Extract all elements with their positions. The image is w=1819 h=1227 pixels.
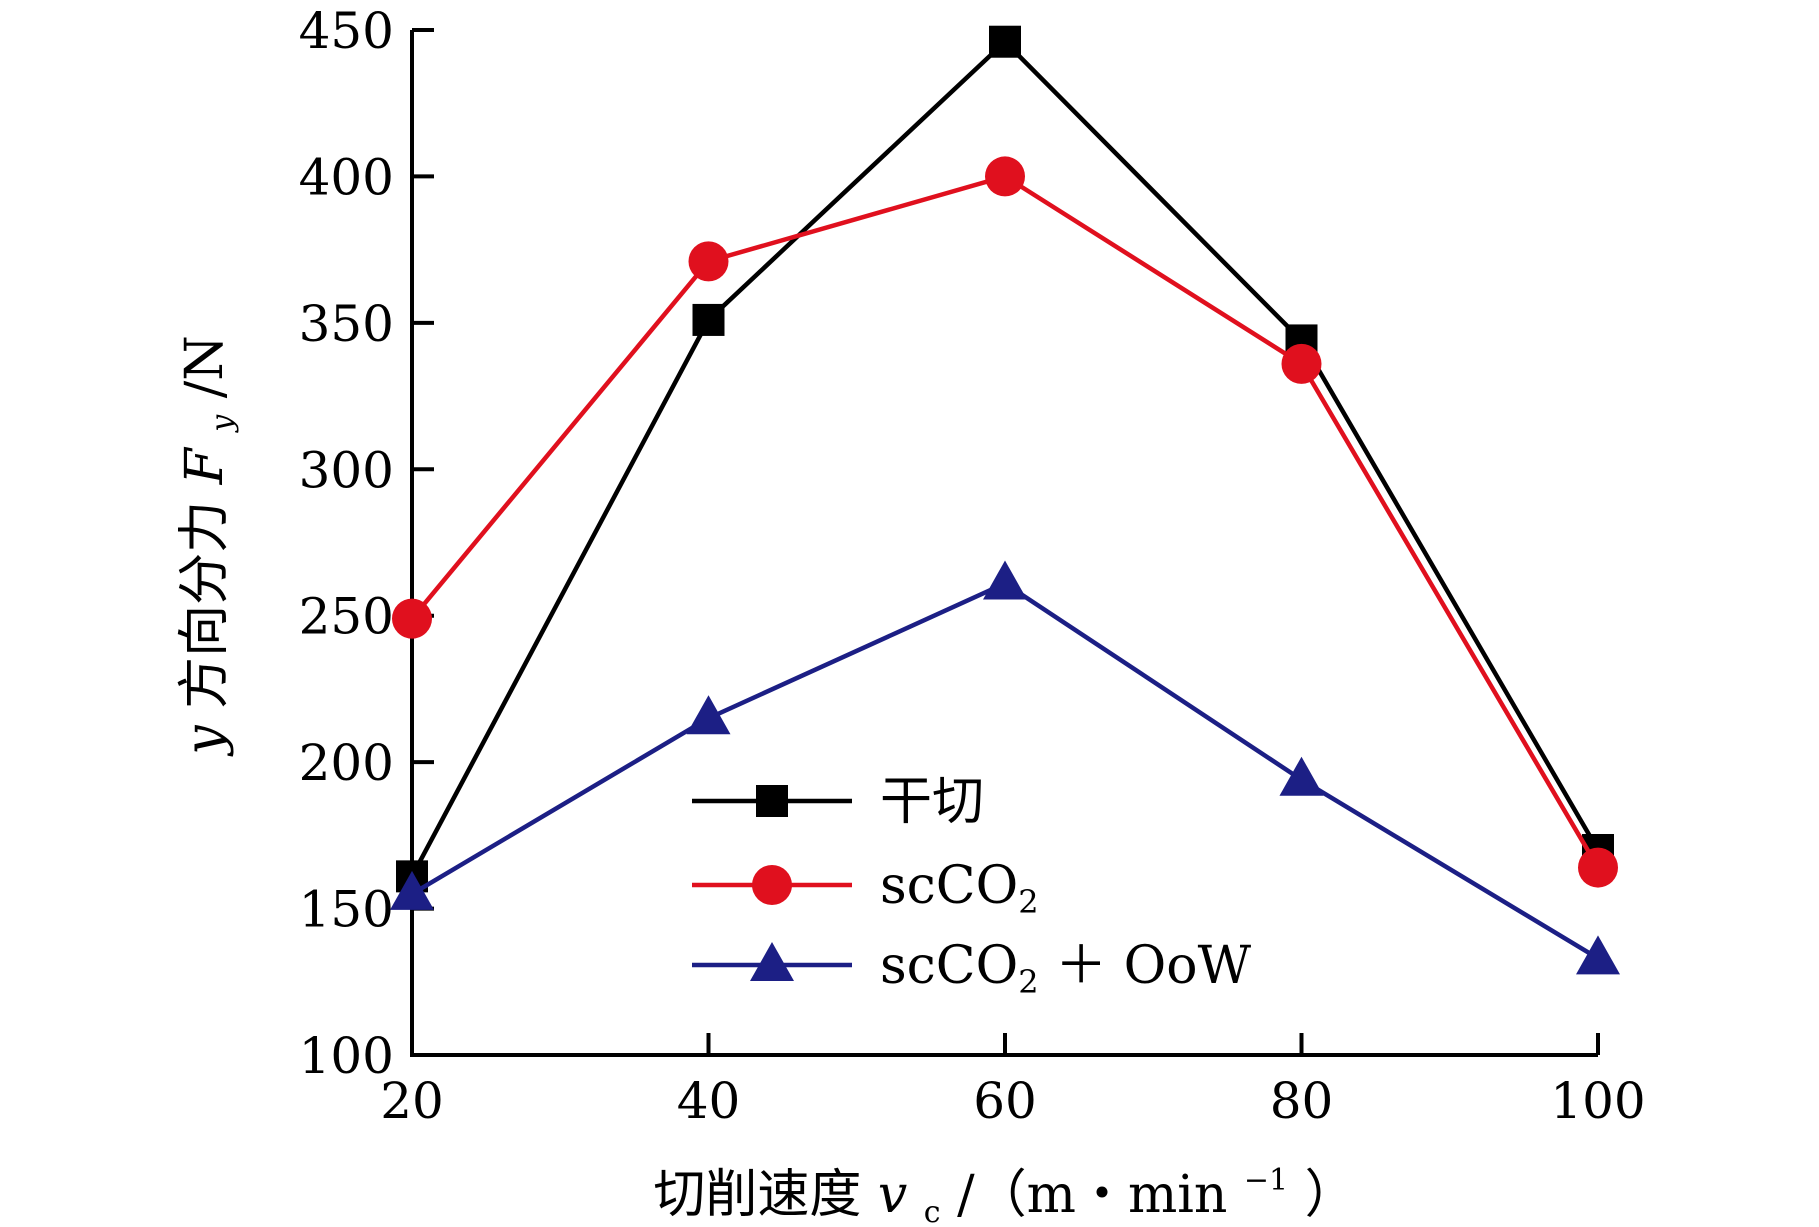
legend-item: scCO2 <box>692 856 1039 921</box>
series-layer <box>390 25 1620 975</box>
legend-label: 干切 <box>880 772 984 832</box>
x-axis-title-prefix: 切削速度 <box>653 1165 878 1225</box>
y-tick-label: 100 <box>299 1027 394 1085</box>
legend-label: scCO2 ＋ OoW <box>880 936 1252 1001</box>
x-tick-label: 60 <box>973 1072 1037 1130</box>
y-axis-title-unit: /N <box>175 335 235 398</box>
legend-marker <box>752 865 792 905</box>
legend-label: scCO2 <box>880 856 1039 921</box>
data-point <box>1279 756 1324 796</box>
x-tick-label: 100 <box>1550 1072 1645 1130</box>
y-tick-label: 200 <box>299 734 394 792</box>
legend: 干切 scCO2 scCO2 ＋ OoW <box>692 772 1252 1001</box>
series-line <box>410 173 1600 869</box>
data-point <box>983 560 1027 600</box>
data-point <box>686 695 731 735</box>
x-axis-title-unit: /（m・min <box>957 1165 1227 1225</box>
y-tick-label: 400 <box>299 148 394 206</box>
y-tick-label: 300 <box>299 441 394 499</box>
y-axis-title-sub: y <box>205 414 240 434</box>
y-tick-label: 150 <box>299 881 394 939</box>
x-axis-title-sup: −1 <box>1244 1163 1288 1198</box>
legend-item: 干切 <box>692 772 984 832</box>
x-axis-title-sub: c <box>924 1195 941 1227</box>
x-tick-label: 80 <box>1270 1072 1334 1130</box>
data-point <box>985 156 1025 197</box>
x-axis-ticks: 20 40 60 80 100 <box>380 1033 1646 1130</box>
legend-item: scCO2 ＋ OoW <box>692 936 1252 1001</box>
y-tick-label: 250 <box>299 588 394 646</box>
data-point <box>1578 847 1618 888</box>
data-point <box>390 870 434 910</box>
data-point <box>688 241 729 282</box>
series-3 <box>390 560 1620 975</box>
x-tick-label: 40 <box>677 1072 741 1130</box>
y-axis-title-force: F <box>175 446 235 485</box>
x-tick-label: 20 <box>380 1072 444 1130</box>
y-axis-ticks: 100 150 200 250 300 350 400 450 <box>299 2 434 1085</box>
series-2 <box>392 156 1618 888</box>
x-axis-title-var: v <box>878 1165 907 1225</box>
series-1 <box>396 25 1614 893</box>
data-point <box>692 303 725 336</box>
x-axis-title: 切削速度 v c /（m・min −1 ） <box>653 1143 1356 1227</box>
data-point <box>1576 935 1620 975</box>
x-axis-title-close: ） <box>1305 1165 1357 1225</box>
legend-marker <box>750 942 794 981</box>
legend-marker <box>756 785 788 817</box>
y-tick-label: 450 <box>299 2 394 60</box>
data-point <box>1281 343 1322 384</box>
y-axis-title-var: y <box>175 725 235 757</box>
y-axis-title: y 方向分力 F y /N <box>175 335 245 757</box>
y-tick-label: 350 <box>299 295 394 353</box>
data-point <box>392 598 432 639</box>
data-point <box>989 25 1021 58</box>
y-axis-title-text: 方向分力 <box>175 484 235 709</box>
